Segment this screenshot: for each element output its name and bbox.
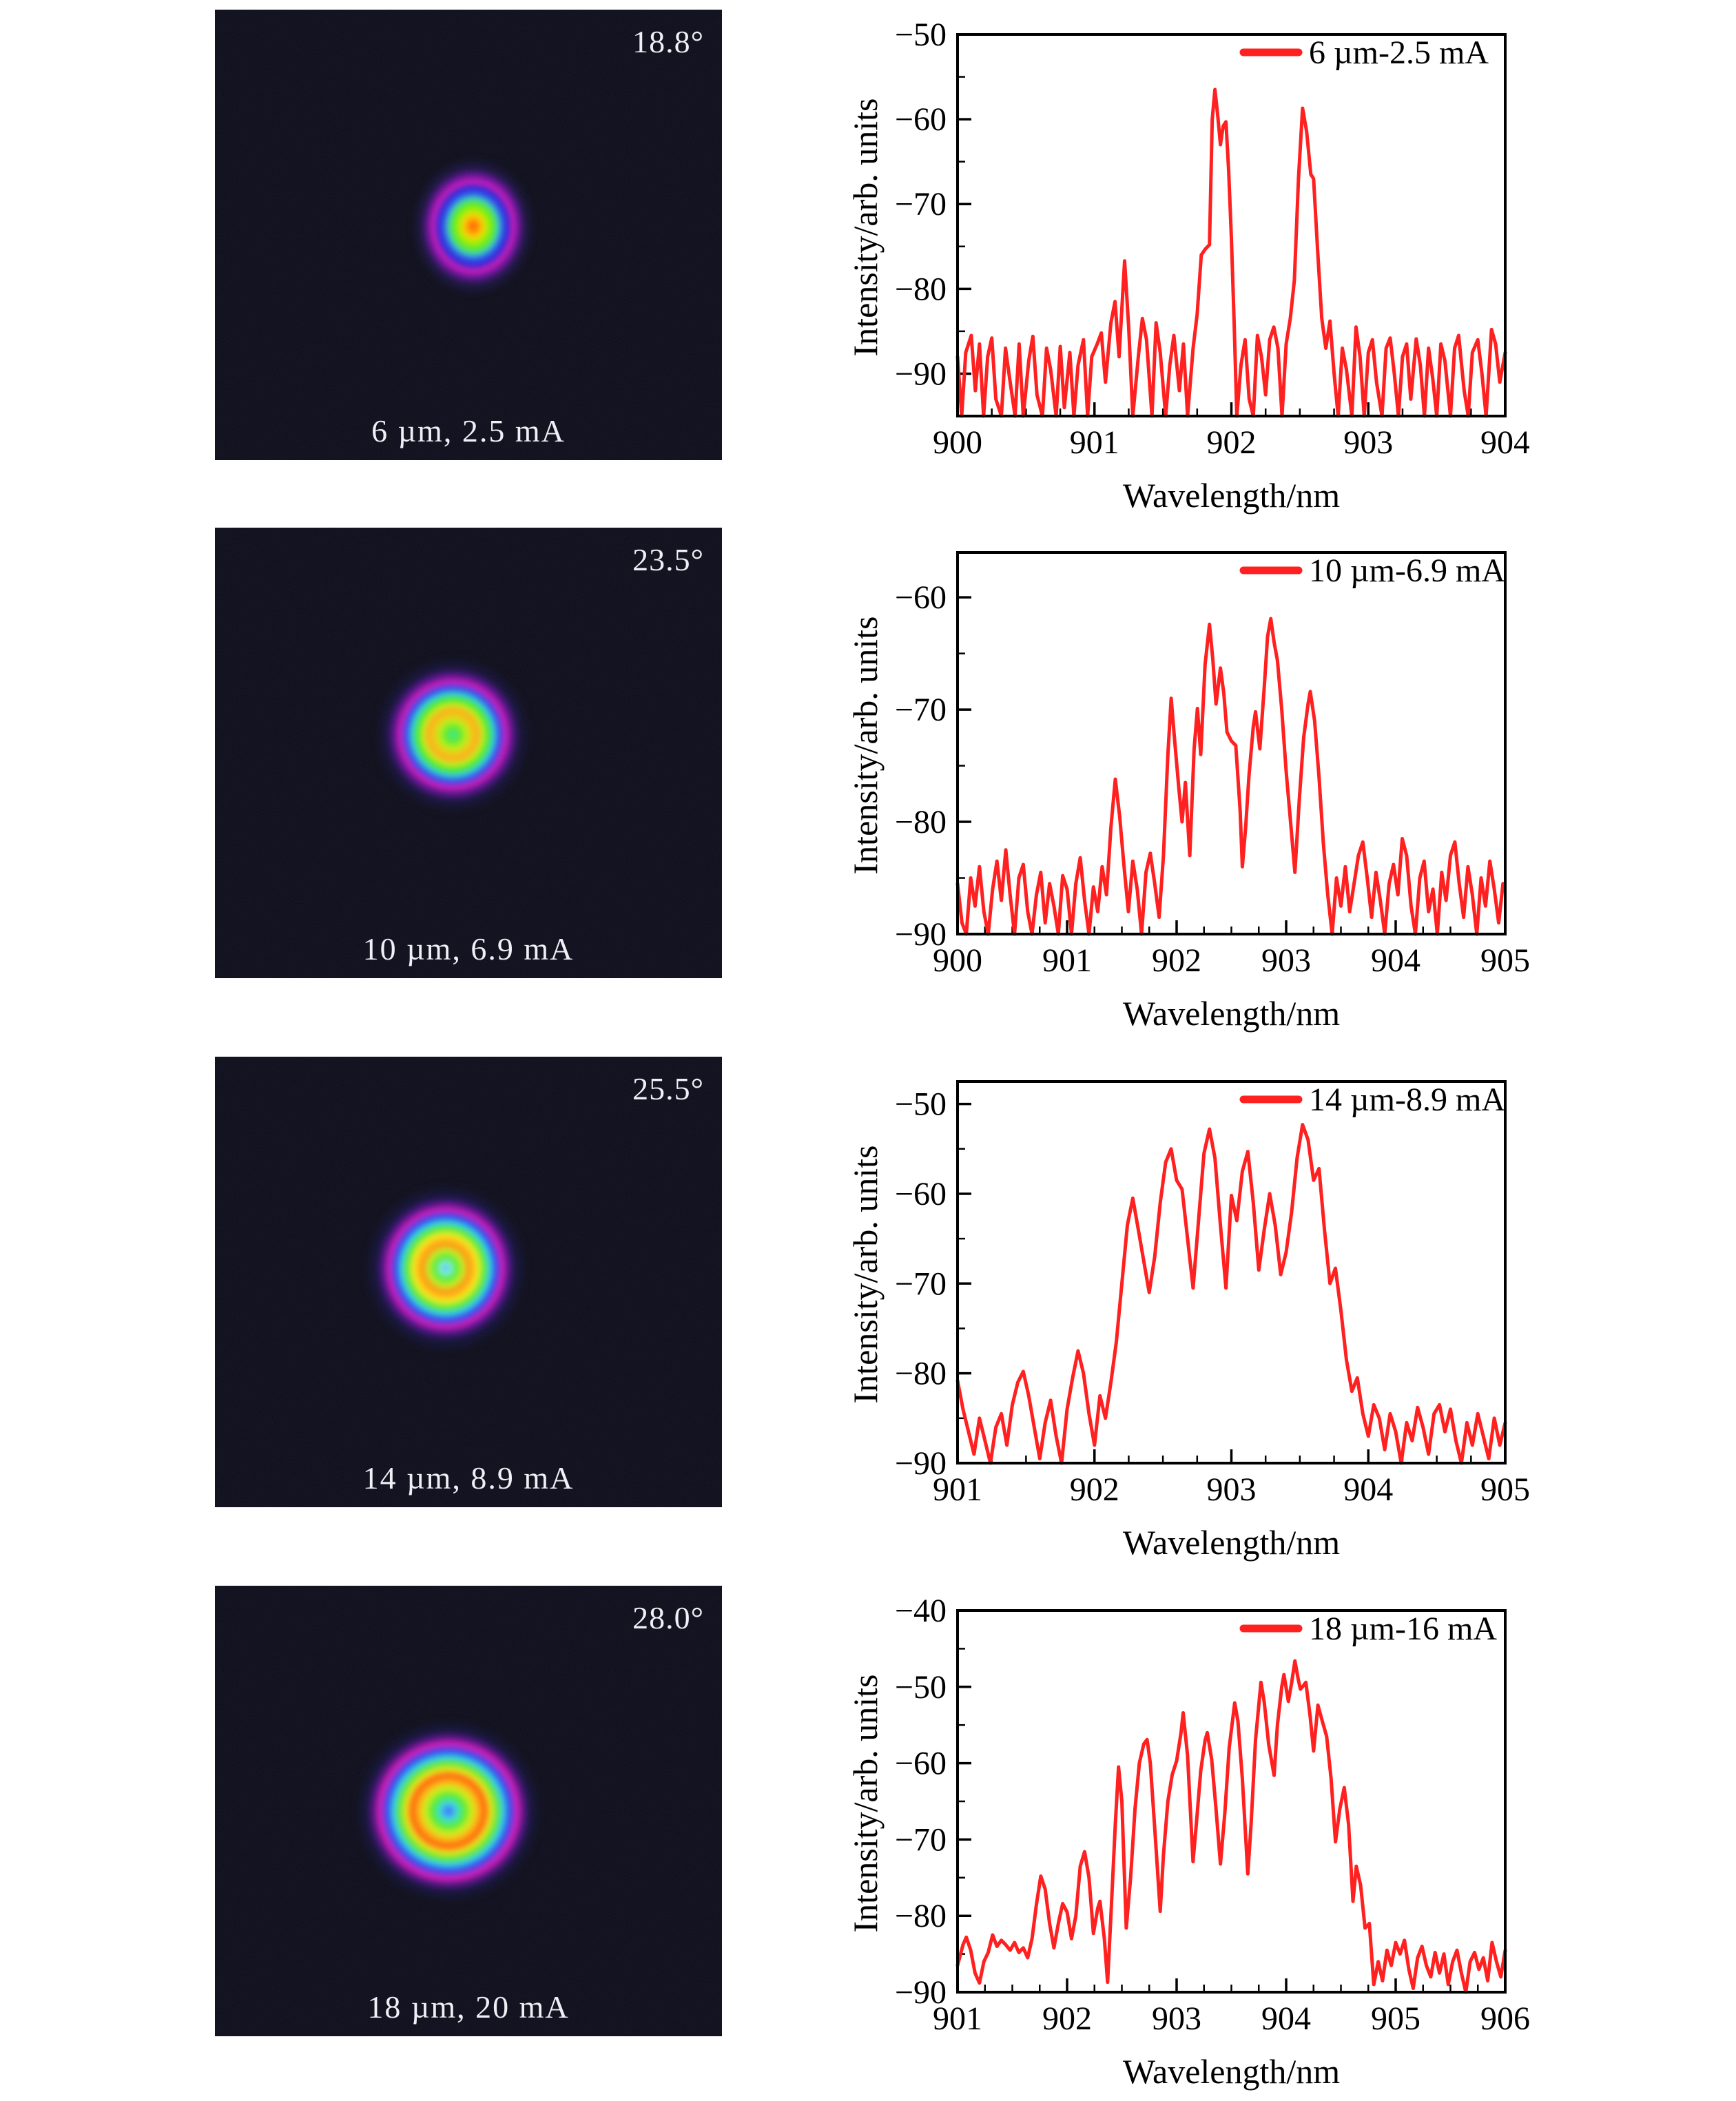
svg-text:−90: −90 bbox=[896, 916, 947, 953]
svg-text:−50: −50 bbox=[896, 1086, 947, 1123]
x-axis-label: Wavelength/nm bbox=[1122, 476, 1341, 515]
svg-text:−60: −60 bbox=[896, 1176, 947, 1212]
svg-text:−70: −70 bbox=[896, 1265, 947, 1302]
svg-text:900: 900 bbox=[933, 424, 982, 461]
chart-canvas: 900 901 902 903 904 −50 −60 −70 −80 −90 6 µm-2.5 m… bbox=[896, 17, 1529, 461]
x-axis-label: Wavelength/nm bbox=[1122, 2052, 1341, 2091]
svg-text:903: 903 bbox=[1261, 942, 1311, 979]
svg-text:−60: −60 bbox=[896, 101, 947, 138]
beam-panel: 25.5° 14 µm, 8.9 mA bbox=[215, 1057, 722, 1507]
svg-text:−90: −90 bbox=[896, 1445, 947, 1482]
noise-overlay bbox=[215, 1586, 722, 2036]
svg-text:6 µm-2.5 mA: 6 µm-2.5 mA bbox=[1309, 34, 1489, 71]
svg-text:−80: −80 bbox=[896, 1356, 947, 1392]
svg-text:902: 902 bbox=[1070, 1471, 1119, 1508]
svg-text:−50: −50 bbox=[896, 17, 947, 53]
svg-text:903: 903 bbox=[1343, 424, 1393, 461]
panel-caption: 18 µm, 20 mA bbox=[367, 1989, 570, 2025]
figure-row: 28.0° 18 µm, 20 mA Intensity/arb. units … bbox=[0, 1576, 1736, 2101]
svg-text:−80: −80 bbox=[896, 271, 947, 307]
y-axis-label: Intensity/arb. units bbox=[846, 1674, 885, 1933]
svg-text:−60: −60 bbox=[896, 1746, 947, 1782]
svg-text:904: 904 bbox=[1480, 424, 1529, 461]
svg-text:14 µm-8.9 mA: 14 µm-8.9 mA bbox=[1309, 1081, 1505, 1118]
svg-text:904: 904 bbox=[1261, 2000, 1311, 2037]
panel-caption: 10 µm, 6.9 mA bbox=[362, 931, 575, 966]
svg-text:903: 903 bbox=[1207, 1471, 1257, 1508]
chart-canvas: 901 902 903 904 905 906 −40 −50 −60 −70 −80 −90 18 µ… bbox=[896, 1593, 1529, 2037]
noise-overlay bbox=[215, 528, 722, 978]
svg-text:−70: −70 bbox=[896, 692, 947, 728]
angle-label: 28.0° bbox=[632, 1600, 704, 1635]
spectrum-plot: 900 901 902 903 904 905 −60 −70 −80 −90 10 µm-6.9 … bbox=[896, 518, 1529, 1000]
svg-text:10 µm-6.9 mA: 10 µm-6.9 mA bbox=[1309, 552, 1505, 589]
svg-text:−70: −70 bbox=[896, 1821, 947, 1858]
svg-text:905: 905 bbox=[1371, 2000, 1420, 2037]
x-axis-label: Wavelength/nm bbox=[1122, 994, 1341, 1033]
angle-label: 25.5° bbox=[632, 1071, 704, 1106]
svg-text:900: 900 bbox=[933, 942, 982, 979]
svg-text:905: 905 bbox=[1480, 1471, 1529, 1508]
svg-text:−90: −90 bbox=[896, 355, 947, 392]
svg-text:906: 906 bbox=[1480, 2000, 1529, 2037]
svg-text:−70: −70 bbox=[896, 186, 947, 222]
spectrum-plot: 901 902 903 904 905 906 −40 −50 −60 −70 −80 −90 18 µ… bbox=[896, 1576, 1529, 2058]
spectrum-plot: 900 901 902 903 904 −50 −60 −70 −80 −90 6 µm-2.5 m… bbox=[896, 0, 1529, 482]
svg-text:902: 902 bbox=[1042, 2000, 1092, 2037]
svg-text:902: 902 bbox=[1152, 942, 1201, 979]
svg-text:905: 905 bbox=[1480, 942, 1529, 979]
svg-text:−90: −90 bbox=[896, 1974, 947, 2011]
x-axis-label: Wavelength/nm bbox=[1122, 1523, 1341, 1562]
svg-text:904: 904 bbox=[1343, 1471, 1393, 1508]
panel-caption: 6 µm, 2.5 mA bbox=[371, 413, 566, 448]
svg-text:901: 901 bbox=[933, 2000, 982, 2037]
figure-row: 18.8° 6 µm, 2.5 mA Intensity/arb. units … bbox=[0, 0, 1736, 525]
svg-text:901: 901 bbox=[933, 1471, 982, 1508]
svg-text:902: 902 bbox=[1207, 424, 1257, 461]
svg-text:904: 904 bbox=[1371, 942, 1420, 979]
y-axis-label: Intensity/arb. units bbox=[846, 1145, 885, 1404]
svg-text:−60: −60 bbox=[896, 579, 947, 616]
noise-overlay bbox=[215, 1057, 722, 1507]
svg-text:901: 901 bbox=[1042, 942, 1092, 979]
y-axis-label: Intensity/arb. units bbox=[846, 98, 885, 357]
noise-overlay bbox=[215, 10, 722, 460]
y-axis-label: Intensity/arb. units bbox=[846, 616, 885, 875]
angle-label: 18.8° bbox=[632, 24, 704, 59]
figure-row: 23.5° 10 µm, 6.9 mA Intensity/arb. units… bbox=[0, 518, 1736, 1043]
svg-text:901: 901 bbox=[1070, 424, 1119, 461]
svg-text:−80: −80 bbox=[896, 804, 947, 840]
beam-panel: 18.8° 6 µm, 2.5 mA bbox=[215, 10, 722, 460]
spectrum-plot: 901 902 903 904 905 −50 −60 −70 −80 −90 14 µm-8.9 … bbox=[896, 1047, 1529, 1529]
chart-canvas: 901 902 903 904 905 −50 −60 −70 −80 −90 14 µm-8.9 … bbox=[896, 1080, 1529, 1508]
beam-panel: 23.5° 10 µm, 6.9 mA bbox=[215, 528, 722, 978]
svg-text:903: 903 bbox=[1152, 2000, 1201, 2037]
svg-text:−80: −80 bbox=[896, 1898, 947, 1934]
chart-canvas: 900 901 902 903 904 905 −60 −70 −80 −90 10 µm-6.9 … bbox=[896, 551, 1529, 979]
beam-panel: 28.0° 18 µm, 20 mA bbox=[215, 1586, 722, 2036]
figure-row: 25.5° 14 µm, 8.9 mA Intensity/arb. units… bbox=[0, 1047, 1736, 1572]
panel-caption: 14 µm, 8.9 mA bbox=[362, 1460, 575, 1495]
angle-label: 23.5° bbox=[632, 542, 704, 577]
svg-text:−40: −40 bbox=[896, 1593, 947, 1629]
svg-text:18 µm-16 mA: 18 µm-16 mA bbox=[1309, 1611, 1497, 1647]
svg-text:−50: −50 bbox=[896, 1669, 947, 1706]
